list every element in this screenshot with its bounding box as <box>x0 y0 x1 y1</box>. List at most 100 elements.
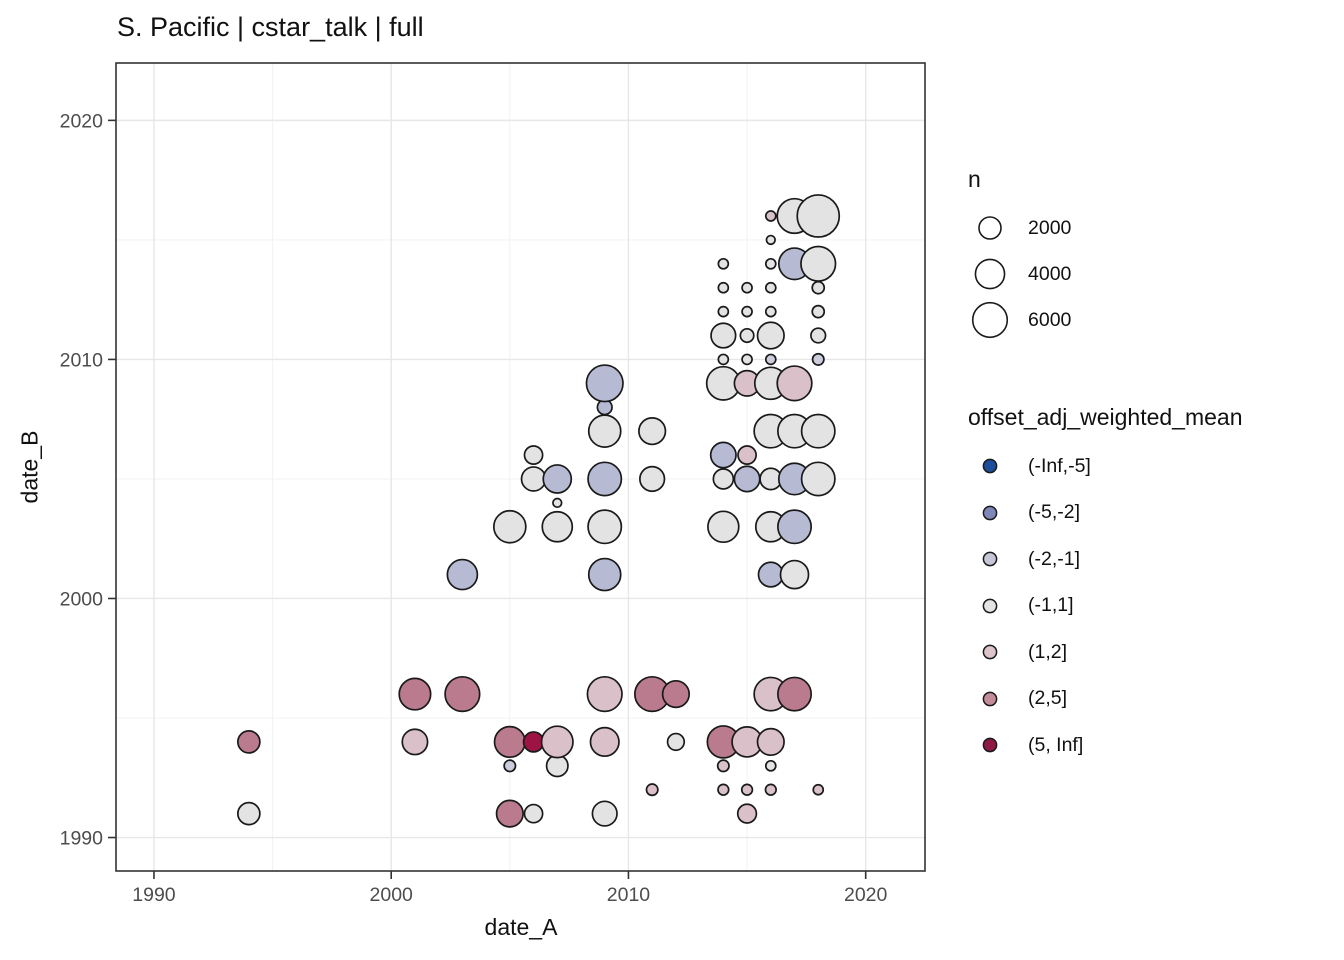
size-legend-label: 4000 <box>1028 262 1072 285</box>
y-tick-label: 2020 <box>60 110 104 132</box>
color-legend-label: (2,5] <box>1028 687 1068 710</box>
data-point <box>707 510 740 544</box>
data-point <box>444 675 481 713</box>
data-point <box>236 801 261 826</box>
data-point <box>591 800 618 827</box>
size-key-circle-icon <box>978 216 1002 240</box>
data-point <box>764 783 777 796</box>
data-point <box>398 677 432 711</box>
data-point <box>812 783 825 796</box>
data-point <box>401 728 429 756</box>
data-point <box>639 465 666 493</box>
data-point <box>503 759 517 773</box>
data-point <box>710 322 737 349</box>
data-point <box>589 726 620 758</box>
data-point <box>645 783 659 797</box>
panel-border <box>115 62 926 872</box>
data-point <box>712 468 735 490</box>
color-legend-item: (-Inf,-5] <box>968 443 1243 490</box>
size-legend-label: 6000 <box>1028 308 1072 331</box>
data-point <box>523 445 544 465</box>
data-point <box>764 353 777 366</box>
color-key-dot-icon <box>982 551 998 567</box>
y-tick-label: 2010 <box>60 349 104 371</box>
size-key-circle-icon <box>971 301 1009 339</box>
color-legend-label: (1,2] <box>1028 640 1068 663</box>
color-legend-label: (5, Inf] <box>1028 733 1084 756</box>
chart-title: S. Pacific | cstar_talk | full <box>117 12 424 42</box>
data-point <box>800 413 836 449</box>
x-tick-label: 2010 <box>607 884 651 906</box>
size-legend-item: 2000 <box>968 205 1071 251</box>
data-point <box>542 464 573 494</box>
data-point <box>764 210 777 222</box>
y-tick-label: 1990 <box>60 828 104 850</box>
data-point <box>777 676 813 712</box>
y-axis-title: date_B <box>16 430 43 504</box>
color-key-dot-icon <box>982 644 998 660</box>
data-point <box>740 783 754 796</box>
data-point <box>811 352 825 366</box>
data-point <box>800 461 836 497</box>
size-legend-item: 6000 <box>968 297 1071 343</box>
data-point <box>587 461 623 497</box>
color-legend-item: (-5,-2] <box>968 490 1243 537</box>
size-legend: n 2000 4000 6000 <box>968 166 1071 343</box>
size-legend-title: n <box>968 166 981 192</box>
data-point <box>492 509 527 544</box>
data-point <box>541 510 574 543</box>
data-point <box>741 353 753 366</box>
data-point <box>736 803 758 824</box>
data-point <box>709 441 737 469</box>
x-tick-label: 2000 <box>370 884 414 906</box>
data-point <box>587 414 622 448</box>
data-point <box>523 803 544 824</box>
data-point <box>776 365 813 402</box>
color-legend-item: (-1,1] <box>968 583 1243 630</box>
data-point <box>765 234 776 246</box>
data-point <box>661 679 691 709</box>
y-tick-label: 2000 <box>60 588 104 610</box>
color-key-dot-icon <box>982 598 998 614</box>
data-point <box>717 353 730 366</box>
color-key-dot-icon <box>982 737 998 753</box>
data-point <box>638 417 667 446</box>
color-legend-item: (1,2] <box>968 629 1243 676</box>
data-point <box>522 731 545 753</box>
data-point <box>733 465 761 493</box>
color-legend: offset_adj_weighted_mean (-Inf,-5] (-5,-2… <box>968 404 1243 769</box>
size-key-circle-icon <box>974 258 1006 290</box>
data-point <box>756 727 785 757</box>
data-point <box>552 497 563 509</box>
x-tick-label: 2020 <box>844 884 888 906</box>
data-point <box>756 321 785 350</box>
color-legend-item: (5, Inf] <box>968 722 1243 769</box>
data-point <box>779 559 810 590</box>
data-point <box>764 281 777 294</box>
color-legend-item: (2,5] <box>968 676 1243 723</box>
size-legend-items: 2000 4000 6000 <box>968 205 1071 343</box>
data-point <box>764 759 777 772</box>
data-point <box>737 445 757 465</box>
color-legend-label: (-2,-1] <box>1028 547 1081 570</box>
data-point <box>764 305 777 318</box>
data-point <box>811 280 826 295</box>
data-point <box>586 675 623 713</box>
data-point <box>741 305 753 318</box>
data-point <box>757 561 784 588</box>
data-point <box>666 732 686 752</box>
data-point <box>741 281 753 294</box>
color-legend-items: (-Inf,-5] (-5,-2] (-2,-1] (-1,1] (1,2] (2,5] (… <box>968 443 1243 769</box>
data-point <box>716 759 730 773</box>
scatter-plot-panel: 1990 2000 2010 2020 1990 2000 2010 2020 <box>60 62 926 906</box>
size-legend-item: 4000 <box>968 251 1071 297</box>
color-key-dot-icon <box>982 505 998 521</box>
color-key-dot-icon <box>982 458 998 474</box>
color-legend-item: (-2,-1] <box>968 536 1243 583</box>
data-point <box>587 557 622 592</box>
data-point <box>796 194 841 238</box>
color-legend-label: (-5,-2] <box>1028 501 1081 524</box>
data-point <box>810 327 827 344</box>
data-point <box>717 281 730 294</box>
